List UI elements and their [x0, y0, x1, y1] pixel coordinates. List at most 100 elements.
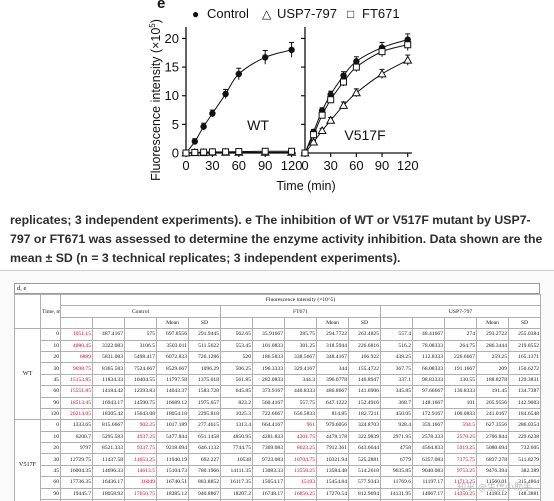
data-point-usp7-797 — [338, 100, 349, 109]
x-axis-label: Time (min) — [276, 179, 335, 193]
table-cell: 8623.25 — [284, 442, 317, 455]
table-cell: 814.85 — [316, 407, 349, 421]
table-cell: 255.0384 — [507, 328, 542, 341]
table-cell: 165.1371 — [507, 350, 542, 364]
data-point-ft671 — [222, 148, 230, 156]
plot-layer: 0 5 10 15 20 0 30 60 90 120 WT 0 30 60 90 120 V517F — [165, 27, 419, 173]
table-cell: 2570.25 — [444, 430, 477, 444]
watermark-text: 知乎 @生信小助手 — [457, 483, 532, 493]
table-subheader-empty — [124, 316, 157, 330]
table-group-usp7-797: USP7-797 — [379, 305, 542, 318]
table-cell: 226.6816 — [348, 339, 381, 352]
table-cell: 1017.189 — [156, 419, 189, 432]
table-cell: 9753.25 — [444, 464, 477, 478]
table-cell: 134.7387 — [507, 385, 542, 398]
table-cell: 196.3333 — [252, 362, 285, 375]
table-cell: 883.8852 — [188, 476, 221, 489]
table-cell: 525.2881 — [348, 453, 381, 466]
x-tick-label: 90 — [258, 158, 272, 173]
x-tick-label: 60 — [232, 158, 246, 173]
table-cell: 184.6548 — [507, 407, 542, 421]
table-cell: 368.7 — [380, 396, 413, 409]
series-line-control — [185, 49, 292, 154]
table-cell: 577.9343 — [348, 476, 381, 489]
panel-label-v517f: V517F — [344, 127, 385, 143]
data-point-control — [222, 90, 229, 98]
table-cell: 8521.333 — [92, 442, 125, 455]
table-row: 45 16004.35 14696.33 14613.5 15104.73 780.196… — [15, 464, 542, 478]
table-cell: 15104.73 — [156, 464, 189, 478]
fluorescence-chart: e ● Control △ USP7-797 □ FT671 Fluoresce… — [148, 0, 419, 193]
table-cell: 1975.657 — [188, 396, 221, 409]
table-subheader-mean: Mean — [476, 316, 509, 330]
table-cell: 11940.19 — [156, 453, 189, 466]
table-cell: 645.85 — [220, 385, 253, 398]
table-cell: 191.45 — [476, 385, 509, 398]
table-cell: 928.4 — [380, 419, 413, 432]
table-time-cell: 90 — [40, 396, 61, 409]
table-cell: 152.4916 — [348, 396, 381, 409]
table-cell: 19445.7 — [60, 487, 93, 501]
table-time-cell: 20 — [40, 350, 61, 364]
table-row: 20 9797 8521.333 9337.75 9218.694 646.1132 774… — [15, 442, 542, 455]
table-cell: 294.7722 — [316, 328, 349, 341]
table-subheader-mean: Mean — [316, 316, 349, 330]
table-cell: 11653.25 — [124, 453, 157, 466]
table-cell: 286.3444 — [476, 339, 509, 352]
data-point-usp7-797 — [317, 125, 327, 135]
table-cell: 10704.75 — [284, 453, 317, 466]
table-cell: 141.6906 — [348, 385, 381, 398]
table-cell: 101 — [444, 396, 477, 409]
table-cell: 14613.5 — [124, 464, 157, 478]
y-axis-label-main: Fluorescence intensity (×10 — [149, 28, 163, 181]
table-cell: 2295.818 — [188, 407, 221, 421]
table-subheader-mean: Mean — [156, 316, 189, 330]
table-cell: 6072.833 — [156, 350, 189, 364]
table-time-cell: 45 — [40, 464, 61, 478]
table-time-cell: 90 — [40, 487, 61, 501]
table-cell: 16004.35 — [60, 464, 93, 478]
table-cell: 286.0354 — [507, 419, 542, 432]
table-cell: 293.2722 — [476, 328, 509, 341]
table-subheader-empty — [380, 316, 413, 330]
table-cell: 438.25 — [380, 350, 413, 364]
data-point-control — [340, 72, 347, 79]
table-cell: 11769.6 — [380, 476, 413, 489]
table-cell: 259.25 — [476, 350, 509, 364]
table-time-cell: 0 — [40, 419, 61, 432]
table-cell: 18385.12 — [156, 487, 189, 501]
table-row: 30 9698.75 8365.583 7524.667 8529.667 1096.29… — [15, 362, 542, 375]
table-cell: 382.389 — [507, 464, 542, 478]
table-cell: 318.5944 — [316, 339, 349, 352]
table-cell: 5919.25 — [444, 442, 477, 455]
table-subheader-empty — [60, 316, 93, 330]
table-cell: 2706.844 — [476, 430, 509, 444]
chart-panel-wt: 0 5 10 15 20 0 30 60 90 120 WT — [165, 27, 302, 173]
y-tick-label: 20 — [165, 31, 179, 46]
table-cell: 13558.25 — [284, 464, 317, 478]
legend-symbol-ft671: □ — [347, 7, 354, 21]
table-cell: 9476.394 — [476, 464, 509, 478]
data-point-control — [288, 46, 295, 54]
table-group-ft671: FT671 — [220, 305, 381, 318]
table-cell: 9218.694 — [156, 442, 189, 455]
table-cell: 205.9556 — [476, 396, 509, 409]
table-cell: 1096.29 — [188, 362, 221, 375]
table-cell: 562.65 — [220, 328, 253, 341]
table-cell: 172.9167 — [412, 407, 445, 421]
table-cell: 9635.85 — [380, 464, 413, 478]
table-subheader-empty — [92, 316, 125, 330]
table-cell: 191.1667 — [444, 362, 477, 375]
table-cell: 940.8867 — [188, 487, 221, 501]
table-time-cell: 60 — [40, 476, 61, 489]
data-point-control — [235, 70, 242, 78]
table-cell: 229.6238 — [507, 430, 542, 444]
table-cell: 732.605 — [507, 442, 542, 455]
table-cell: 5498.417 — [124, 350, 157, 364]
table-cell: 10404.55 — [124, 373, 157, 387]
table-cell: 16436.17 — [92, 476, 125, 489]
table-cell: 9797 — [60, 442, 93, 455]
table-cell: 726.1286 — [188, 350, 221, 364]
table-row: 10 4080.45 3322.083 3106.5 3503.011 511.5622 5… — [15, 339, 542, 352]
table-time-cell: 60 — [40, 385, 61, 398]
